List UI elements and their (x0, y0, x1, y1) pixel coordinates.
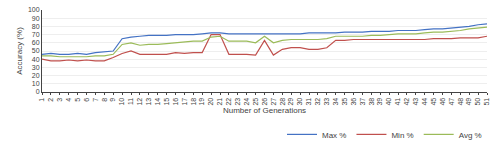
svg-text:50: 50 (474, 98, 481, 106)
svg-text:16: 16 (172, 98, 179, 106)
svg-text:5: 5 (74, 98, 81, 102)
svg-text:51: 51 (483, 98, 490, 106)
svg-text:Number of Generations: Number of Generations (223, 106, 306, 115)
svg-text:32: 32 (314, 98, 321, 106)
svg-text:Max %: Max % (322, 131, 346, 140)
svg-text:1: 1 (38, 98, 45, 102)
svg-text:10: 10 (118, 98, 125, 106)
svg-text:26: 26 (261, 98, 268, 106)
svg-text:44: 44 (421, 98, 428, 106)
svg-text:8: 8 (101, 98, 108, 102)
svg-text:7: 7 (92, 98, 99, 102)
svg-text:46: 46 (439, 98, 446, 106)
svg-text:37: 37 (359, 98, 366, 106)
svg-text:90: 90 (32, 15, 40, 22)
svg-text:30: 30 (32, 64, 40, 71)
svg-text:17: 17 (181, 98, 188, 106)
svg-text:42: 42 (403, 98, 410, 106)
svg-text:48: 48 (457, 98, 464, 106)
svg-text:15: 15 (163, 98, 170, 106)
svg-text:0: 0 (36, 88, 40, 95)
svg-text:19: 19 (198, 98, 205, 106)
svg-text:6: 6 (83, 98, 90, 102)
svg-text:14: 14 (154, 98, 161, 106)
svg-text:38: 38 (368, 98, 375, 106)
svg-text:2: 2 (47, 98, 54, 102)
svg-text:100: 100 (28, 6, 40, 13)
svg-text:28: 28 (279, 98, 286, 106)
svg-text:25: 25 (252, 98, 259, 106)
svg-text:20: 20 (207, 98, 214, 106)
svg-text:30: 30 (296, 98, 303, 106)
svg-text:33: 33 (323, 98, 330, 106)
svg-text:20: 20 (32, 72, 40, 79)
svg-text:12: 12 (136, 98, 143, 106)
svg-text:24: 24 (243, 98, 250, 106)
svg-text:34: 34 (332, 98, 339, 106)
svg-text:29: 29 (287, 98, 294, 106)
svg-text:9: 9 (109, 98, 116, 102)
svg-text:35: 35 (341, 98, 348, 106)
svg-text:4: 4 (65, 98, 72, 102)
svg-text:40: 40 (32, 56, 40, 63)
svg-text:13: 13 (145, 98, 152, 106)
svg-text:22: 22 (225, 98, 232, 106)
svg-text:31: 31 (305, 98, 312, 106)
svg-text:70: 70 (32, 31, 40, 38)
svg-text:36: 36 (350, 98, 357, 106)
svg-text:21: 21 (216, 98, 223, 106)
svg-text:40: 40 (385, 98, 392, 106)
svg-text:Min %: Min % (391, 131, 413, 140)
svg-text:41: 41 (394, 98, 401, 106)
svg-text:43: 43 (412, 98, 419, 106)
svg-text:39: 39 (376, 98, 383, 106)
svg-text:3: 3 (56, 98, 63, 102)
svg-text:45: 45 (430, 98, 437, 106)
svg-text:Avg %: Avg % (459, 131, 482, 140)
svg-text:80: 80 (32, 23, 40, 30)
svg-text:50: 50 (32, 47, 40, 54)
svg-text:18: 18 (190, 98, 197, 106)
svg-text:49: 49 (465, 98, 472, 106)
svg-text:Accuracy (%): Accuracy (%) (15, 27, 24, 75)
svg-text:11: 11 (127, 98, 134, 105)
svg-text:27: 27 (270, 98, 277, 106)
svg-text:60: 60 (32, 39, 40, 46)
svg-text:47: 47 (448, 98, 455, 106)
svg-text:10: 10 (32, 80, 40, 87)
svg-text:23: 23 (234, 98, 241, 106)
